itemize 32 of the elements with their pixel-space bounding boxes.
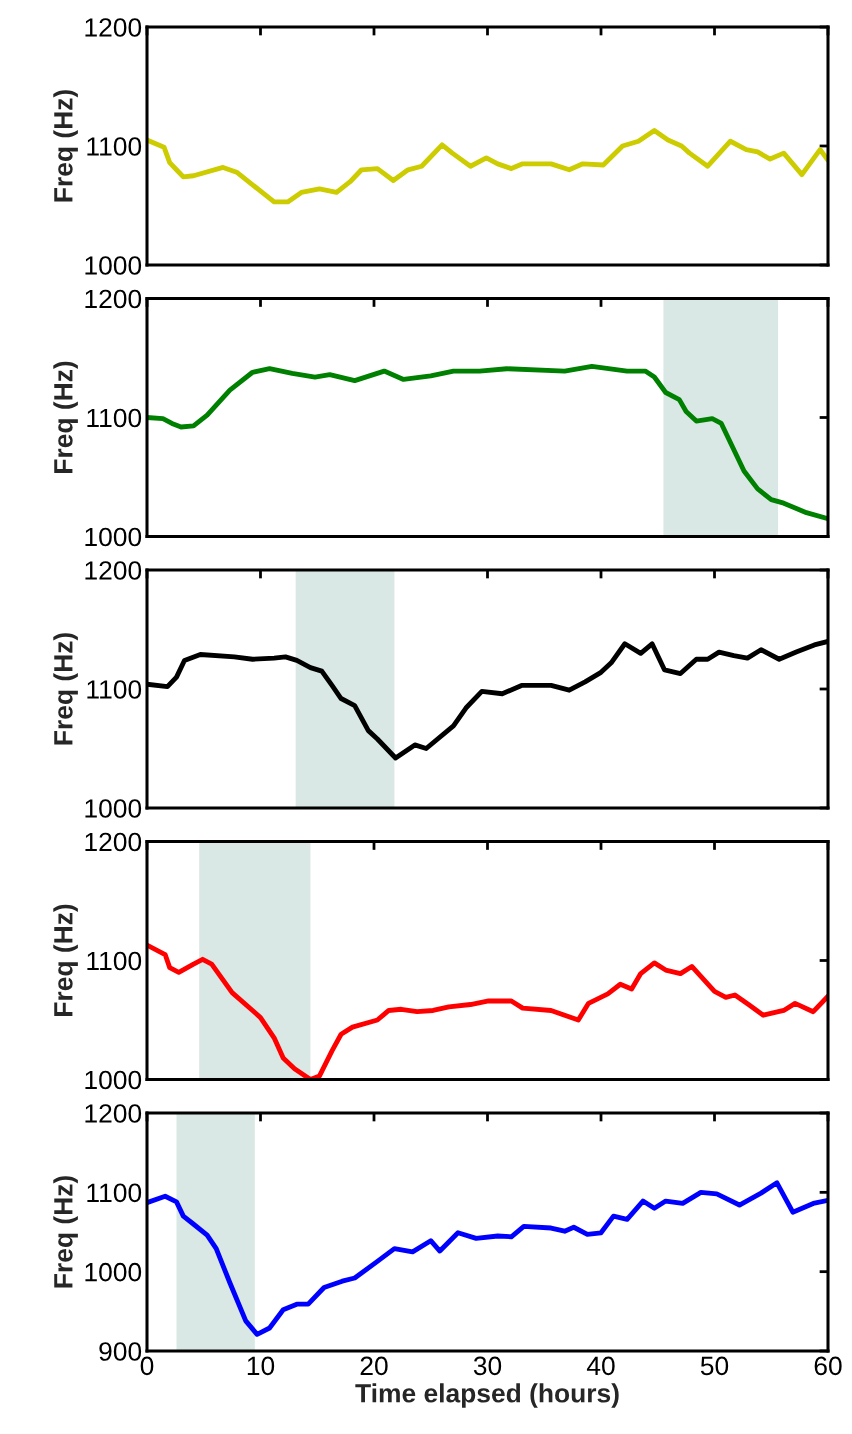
y-tick-label: 1000: [85, 256, 142, 275]
x-tick-label: 20: [360, 1356, 388, 1376]
x-tick-label: 40: [586, 1356, 615, 1376]
y-tick-label: 1000: [85, 1262, 142, 1282]
y-axis-title: Freq (Hz): [53, 90, 78, 202]
x-tick-label: 10: [247, 1356, 275, 1376]
x-tick-label: 60: [814, 1356, 842, 1376]
y-tick-label: 1200: [85, 561, 142, 580]
y-tick-label: 1000: [85, 1070, 142, 1090]
x-tick-label: 30: [473, 1356, 502, 1376]
line-series: [147, 1180, 828, 1337]
y-tick-label: 1000: [85, 527, 142, 547]
x-tick-label: 50: [700, 1356, 729, 1376]
y-tick-label: 1200: [85, 18, 142, 37]
x-tick-label: 0: [140, 1356, 154, 1376]
y-tick-label: 1200: [85, 289, 142, 309]
y-tick-label: 1100: [87, 1183, 142, 1203]
x-axis-title: Time elapsed (hours): [355, 1383, 619, 1408]
y-tick-label: 1100: [87, 680, 142, 699]
y-tick-label: 1200: [85, 832, 142, 852]
y-tick-label: 900: [99, 1342, 142, 1361]
y-tick-label: 1100: [87, 951, 142, 971]
y-tick-label: 1100: [87, 408, 142, 428]
y-axis-title: Freq (Hz): [53, 633, 78, 745]
y-axis-title: Freq (Hz): [53, 361, 78, 473]
line-series: [147, 128, 828, 205]
y-tick-label: 1200: [85, 1104, 142, 1123]
y-axis-title: Freq (Hz): [53, 904, 78, 1016]
y-axis-title: Freq (Hz): [53, 1176, 78, 1288]
y-tick-label: 1100: [87, 137, 142, 156]
y-tick-label: 1000: [85, 799, 142, 818]
line-series: [147, 363, 828, 522]
